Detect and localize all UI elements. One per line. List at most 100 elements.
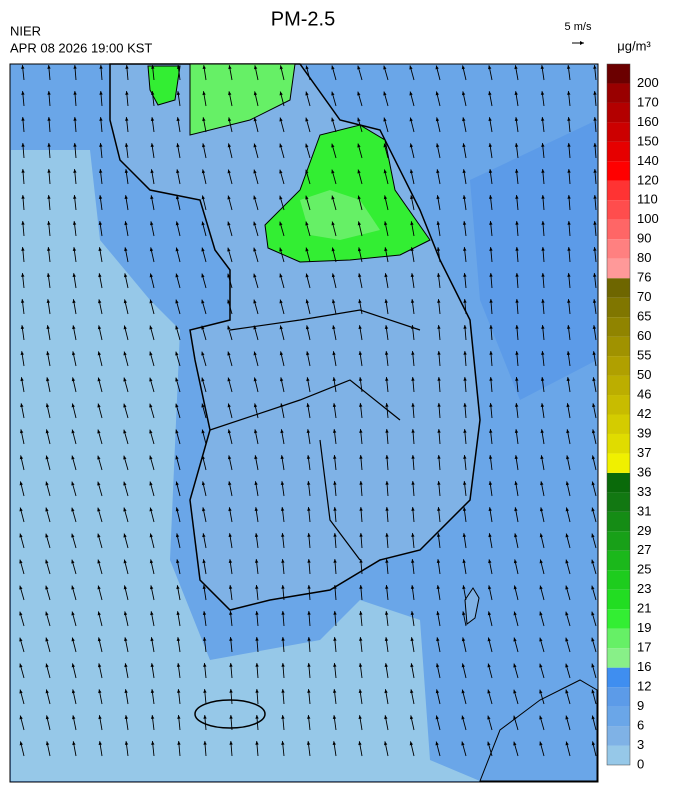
wind-arrow-head — [567, 273, 571, 277]
wind-arrow-head — [331, 221, 335, 226]
wind-arrow-head — [123, 585, 128, 590]
wind-arrow-head — [281, 663, 285, 667]
wind-arrow-head — [333, 481, 337, 485]
wind-arrow-head — [488, 195, 493, 199]
wind-arrow-head — [435, 143, 440, 148]
wind-arrow-head — [306, 351, 310, 356]
wind-arrow-head — [19, 689, 23, 694]
wind-arrow-head — [462, 221, 467, 225]
wind-arrow-head — [359, 481, 363, 485]
wind-arrow-head — [488, 169, 493, 173]
wind-arrow-head — [47, 143, 51, 147]
wind-arrow-head — [229, 741, 233, 745]
wind-arrow-head — [307, 715, 311, 719]
wind-arrow-head — [150, 715, 155, 719]
wind-arrow-head — [281, 559, 285, 563]
agency: NIER — [10, 23, 41, 38]
wind-arrow-head — [333, 507, 337, 511]
wind-arrow-head — [73, 117, 77, 121]
wind-arrow-head — [331, 247, 335, 252]
wind-arrow-head — [566, 377, 570, 382]
wind-arrow-head — [227, 325, 231, 330]
wind-arrow-head — [437, 481, 441, 485]
title: PM-2.5 — [271, 8, 335, 30]
green-area — [264, 124, 431, 263]
colorbar-segment — [607, 726, 630, 746]
wind-arrow-head — [358, 351, 363, 355]
wind-arrow-head — [281, 611, 285, 615]
wind-arrow-head — [97, 663, 102, 668]
wind-arrow-head — [47, 91, 51, 95]
wind-arrow-head — [149, 559, 154, 564]
wind-arrow-head — [591, 585, 595, 590]
wind-arrow-head — [383, 143, 387, 148]
wind-arrow-head — [357, 221, 362, 226]
wind-arrow-head — [72, 221, 77, 225]
wind-arrow-head — [437, 377, 441, 381]
wind-arrow-head — [307, 689, 311, 693]
colorbar-segment — [607, 336, 630, 357]
wind-arrow-head — [176, 91, 181, 95]
wind-arrow-head — [124, 663, 128, 668]
wind-arrow-head — [515, 325, 519, 329]
wind-arrow-head — [47, 117, 51, 121]
wind-arrow-head — [489, 221, 493, 225]
wind-arrow-head — [436, 169, 440, 174]
wind-arrow-head — [591, 611, 595, 616]
wind-arrow-head — [515, 273, 519, 277]
wind-arrow-head — [591, 507, 595, 512]
wind-arrow-head — [515, 299, 519, 303]
wind-arrow-head — [255, 689, 259, 693]
wind-arrow-head — [19, 429, 24, 434]
wind-arrow-head — [305, 169, 309, 174]
wind-arrow-head — [123, 507, 127, 512]
wind-arrow-head — [176, 117, 180, 122]
colorbar-label: 160 — [637, 114, 659, 129]
wind-arrow-head — [21, 91, 25, 95]
wind-arrow-head — [71, 533, 75, 538]
wind-arrow-head — [384, 299, 388, 304]
wind-arrow-head — [45, 403, 50, 408]
wind-arrow-head — [385, 429, 389, 433]
wind-arrow-head — [541, 299, 545, 303]
wind-arrow-head — [279, 299, 283, 304]
wind-arrow-head — [71, 689, 76, 694]
wind-arrow-head — [463, 247, 467, 251]
wind-arrow-head — [383, 169, 387, 174]
wind-arrow-head — [593, 195, 597, 199]
wind-arrow-head — [489, 325, 493, 329]
wind-arrow-head — [383, 221, 388, 226]
wind-arrow-head — [462, 169, 466, 174]
wind-arrow-head — [201, 403, 205, 408]
wind-arrow-head — [409, 169, 414, 174]
wind-arrow-head — [281, 533, 285, 537]
wind-arrow-head — [21, 117, 25, 121]
wind-arrow-head — [411, 351, 415, 355]
wind-arrow-head — [331, 195, 335, 200]
colorbar-segment — [607, 589, 630, 610]
wind-arrow-head — [358, 689, 363, 693]
colorbar-label: 170 — [637, 94, 659, 109]
wind-arrow-head — [280, 455, 284, 460]
wind-arrow-head — [437, 455, 441, 459]
wind-arrow-head — [124, 169, 129, 173]
wind-arrow-head — [359, 559, 363, 563]
colorbar-label: 150 — [637, 133, 659, 148]
wind-arrow-head — [149, 299, 153, 304]
wind-arrow-head — [175, 351, 179, 356]
wind-arrow-head — [203, 689, 207, 693]
wind-arrow-head — [124, 689, 128, 694]
wind-arrow-head — [383, 65, 387, 70]
wind-arrow-head — [73, 91, 77, 95]
wind-arrow-head — [513, 715, 517, 720]
wind-arrow-head — [254, 481, 258, 486]
colorbar-label: 60 — [637, 328, 651, 343]
wind-arrow-head — [97, 351, 101, 356]
wind-arrow-head — [359, 637, 363, 641]
colorbar-label: 42 — [637, 406, 651, 421]
wind-arrow-head — [567, 221, 571, 225]
wind-arrow-head — [539, 611, 543, 616]
wind-arrow-head — [229, 637, 233, 641]
wind-arrow-head — [124, 143, 129, 147]
